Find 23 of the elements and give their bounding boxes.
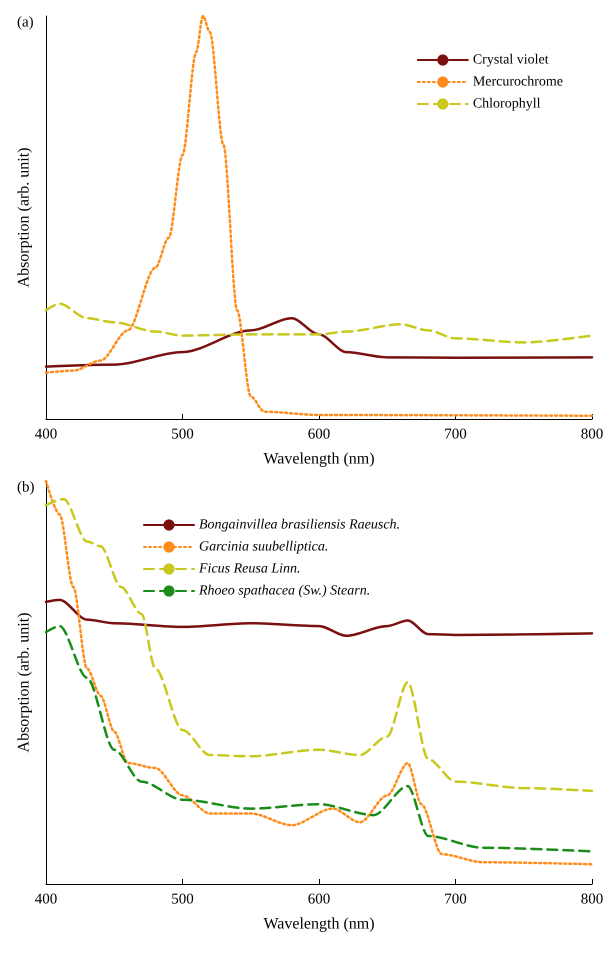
- x-axis-title: Wavelength (nm): [263, 450, 375, 468]
- legend-label: Crystal violet: [472, 52, 549, 68]
- x-tick-label: 500: [171, 892, 194, 908]
- legend-label: Rhoeo spathacea (Sw.) Stearn.: [198, 584, 370, 598]
- chart-title: (a): [17, 14, 34, 30]
- x-tick-label: 600: [308, 892, 330, 908]
- y-axis-title: Absorption (arb. unit): [16, 612, 32, 752]
- x-tick-label: 800: [580, 426, 604, 442]
- x-tick-label: 700: [444, 892, 467, 908]
- x-axis-title: Wavelength (nm): [263, 916, 375, 932]
- legend-label: Garcinia suubelliptica.: [199, 540, 328, 554]
- x-tick-label: 400: [34, 892, 58, 908]
- legend-label: Ficus Reusa Linn.: [198, 562, 300, 576]
- y-axis-title: Absorption (arb. unit): [16, 148, 32, 288]
- legend-label: Chlorophyll: [472, 96, 541, 112]
- x-tick-label: 400: [34, 426, 58, 442]
- legend-label: Mercurochrome: [472, 74, 564, 90]
- x-tick-label: 600: [308, 426, 330, 442]
- legend-label: Bongainvillea brasiliensis Raeusch.: [199, 518, 400, 532]
- x-tick-label: 800: [580, 892, 604, 908]
- x-tick-label: 500: [171, 426, 194, 442]
- x-tick-label: 700: [444, 426, 467, 442]
- chart-title: (b): [17, 480, 34, 496]
